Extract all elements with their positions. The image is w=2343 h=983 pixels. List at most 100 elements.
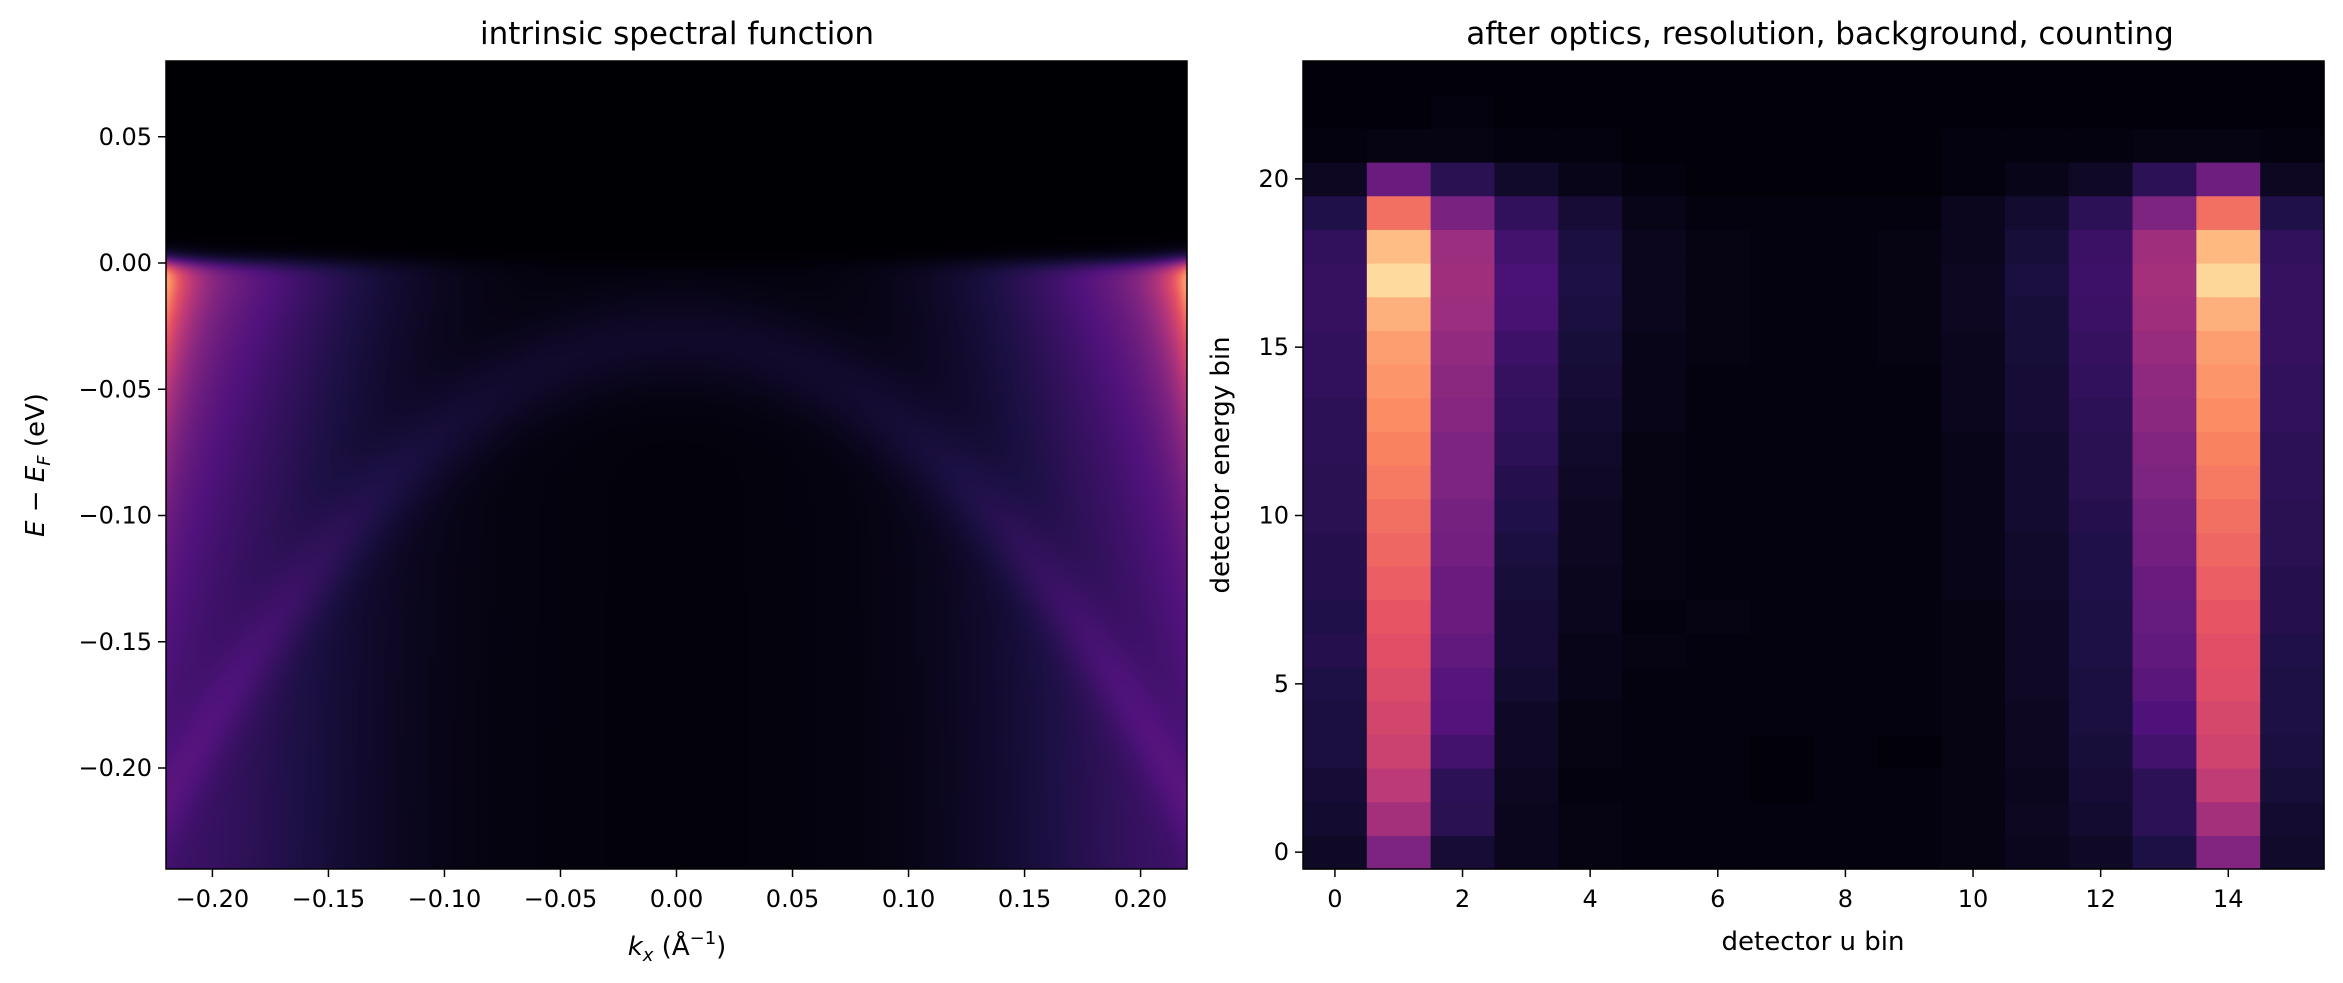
right-y-tick-label: 5 bbox=[1274, 670, 1289, 698]
heatmap-cell bbox=[1941, 397, 2006, 432]
heatmap-cell bbox=[1941, 734, 2006, 769]
right-x-tick-label: 4 bbox=[1583, 885, 1598, 913]
heatmap-cell bbox=[1430, 465, 1496, 500]
heatmap-cell bbox=[2196, 465, 2261, 500]
right-x-ticks: 0 2 4 6 8 10 12 14 bbox=[1327, 869, 2244, 913]
heatmap-cell bbox=[1877, 431, 1942, 466]
heatmap-cell bbox=[1813, 768, 1878, 803]
heatmap-cell bbox=[1430, 667, 1496, 702]
heatmap-cell bbox=[1494, 296, 1559, 331]
heatmap-cell bbox=[1622, 835, 1687, 870]
heatmap-cell bbox=[1303, 465, 1368, 500]
heatmap-cell bbox=[1558, 263, 1623, 298]
heatmap-cell bbox=[1941, 330, 2006, 365]
heatmap-cell bbox=[1494, 162, 1559, 197]
heatmap-cell bbox=[2004, 734, 2070, 769]
heatmap-cell bbox=[1685, 532, 1751, 567]
heatmap-cell bbox=[1622, 465, 1687, 500]
heatmap-cell bbox=[1685, 835, 1751, 870]
heatmap-cell bbox=[1366, 162, 1432, 197]
heatmap-cell bbox=[2132, 364, 2197, 399]
heatmap-cell bbox=[2068, 263, 2134, 298]
heatmap-cell bbox=[1813, 599, 1878, 634]
heatmap-cell bbox=[1430, 94, 1496, 129]
heatmap-cell bbox=[2260, 835, 2325, 870]
right-x-axis-label: detector u bin bbox=[1722, 927, 1905, 957]
heatmap-cell bbox=[1813, 667, 1878, 702]
heatmap-cell bbox=[1813, 566, 1878, 601]
heatmap-cell bbox=[2068, 566, 2134, 601]
heatmap-cell bbox=[2004, 364, 2070, 399]
heatmap-cell bbox=[1749, 667, 1815, 702]
heatmap-cell bbox=[1494, 599, 1559, 634]
heatmap-cell bbox=[1622, 195, 1687, 230]
heatmap-cell bbox=[2260, 229, 2325, 264]
heatmap-cell bbox=[1941, 566, 2006, 601]
heatmap-cell bbox=[2132, 801, 2197, 836]
heatmap-cell bbox=[2004, 263, 2070, 298]
heatmap-cell bbox=[1558, 566, 1623, 601]
heatmap-cell bbox=[1430, 397, 1496, 432]
heatmap-cell bbox=[1685, 700, 1751, 735]
heatmap-cell bbox=[1494, 431, 1559, 466]
heatmap-cell bbox=[1813, 734, 1878, 769]
heatmap-cell bbox=[1685, 465, 1751, 500]
heatmap-cell bbox=[2004, 162, 2070, 197]
heatmap-cell bbox=[1366, 532, 1432, 567]
heatmap-cell bbox=[2068, 768, 2134, 803]
heatmap-cell bbox=[1303, 667, 1368, 702]
heatmap-cell bbox=[1685, 162, 1751, 197]
heatmap-cell bbox=[1366, 498, 1432, 533]
heatmap-cell bbox=[2260, 465, 2325, 500]
heatmap-cell bbox=[1813, 532, 1878, 567]
heatmap-cell bbox=[1749, 94, 1815, 129]
heatmap-cell bbox=[1558, 465, 1623, 500]
heatmap-cell bbox=[1813, 330, 1878, 365]
heatmap-cell bbox=[1813, 263, 1878, 298]
heatmap-cell bbox=[2132, 532, 2197, 567]
heatmap-cell bbox=[2132, 633, 2197, 668]
heatmap-cell bbox=[2004, 801, 2070, 836]
heatmap-cell bbox=[1813, 498, 1878, 533]
heatmap-cell bbox=[1366, 633, 1432, 668]
right-y-tick-label: 15 bbox=[1258, 333, 1289, 361]
heatmap-cell bbox=[1877, 801, 1942, 836]
left-spectral-image bbox=[166, 61, 1187, 869]
heatmap-cell bbox=[1303, 801, 1368, 836]
heatmap-cell bbox=[1877, 263, 1942, 298]
heatmap-cell bbox=[2196, 94, 2261, 129]
left-x-tick-label: 0.15 bbox=[998, 885, 1051, 913]
right-panel: after optics, resolution, background, co… bbox=[1206, 16, 2325, 957]
heatmap-cell bbox=[1941, 229, 2006, 264]
heatmap-cell bbox=[1303, 162, 1368, 197]
heatmap-cell bbox=[2068, 835, 2134, 870]
heatmap-cell bbox=[1749, 431, 1815, 466]
heatmap-cell bbox=[2196, 397, 2261, 432]
left-y-tick-label: −0.15 bbox=[78, 628, 152, 656]
heatmap-cell bbox=[1366, 599, 1432, 634]
left-y-tick-label: −0.10 bbox=[78, 502, 152, 530]
heatmap-cell bbox=[1749, 296, 1815, 331]
heatmap-cell bbox=[2196, 835, 2261, 870]
heatmap-cell bbox=[1749, 128, 1815, 163]
left-y-tick-label: −0.20 bbox=[78, 754, 152, 782]
heatmap-cell bbox=[2068, 700, 2134, 735]
heatmap-cell bbox=[2196, 61, 2261, 96]
heatmap-cell bbox=[1877, 599, 1942, 634]
heatmap-cell bbox=[1558, 229, 1623, 264]
heatmap-cell bbox=[2004, 61, 2070, 96]
heatmap-cell bbox=[1813, 801, 1878, 836]
left-x-tick-label: 0.00 bbox=[650, 885, 703, 913]
heatmap-cell bbox=[1303, 94, 1368, 129]
heatmap-cell bbox=[1430, 498, 1496, 533]
heatmap-cell bbox=[2068, 364, 2134, 399]
heatmap-cell bbox=[2004, 397, 2070, 432]
heatmap-cell bbox=[2132, 330, 2197, 365]
heatmap-cell bbox=[1303, 263, 1368, 298]
heatmap-cell bbox=[1749, 835, 1815, 870]
heatmap-cell bbox=[1494, 61, 1559, 96]
heatmap-cell bbox=[1558, 768, 1623, 803]
heatmap-cell bbox=[1941, 431, 2006, 466]
heatmap-cell bbox=[1430, 734, 1496, 769]
heatmap-cell bbox=[1941, 162, 2006, 197]
